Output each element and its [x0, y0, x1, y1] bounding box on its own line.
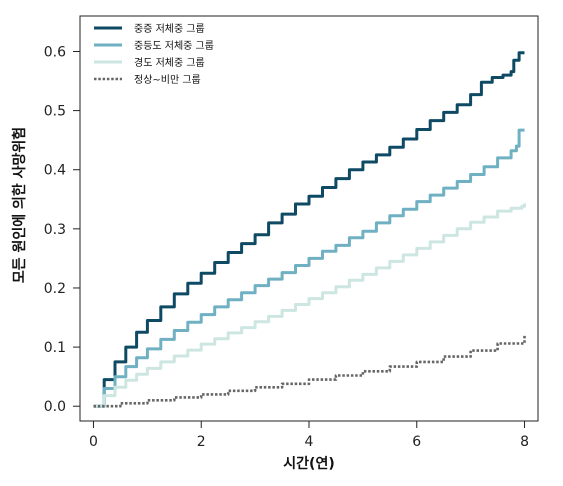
legend-label-4: 정상~비만 그룹 — [134, 74, 201, 86]
series-layer — [93, 51, 526, 408]
y-tick-label: 0.2 — [44, 281, 66, 297]
x-tick-label: 8 — [520, 434, 529, 450]
x-tick-label: 2 — [197, 434, 206, 450]
y-axis-title: 모든 원인에 의한 사망위험 — [11, 127, 28, 283]
legend-label-3: 경도 저체중 그룹 — [134, 56, 205, 69]
y-axis: 0.0 0.1 0.2 0.3 0.4 0.5 0.6 — [44, 44, 80, 415]
x-axis: 0 2 4 6 8 — [89, 421, 529, 450]
x-axis-title: 시간(연) — [283, 455, 334, 472]
series-line-1 — [93, 51, 525, 408]
x-tick-label: 4 — [305, 434, 314, 450]
y-tick-label: 0.3 — [44, 222, 66, 238]
y-tick-label: 0.6 — [44, 44, 66, 60]
series-line-2 — [93, 128, 525, 408]
y-tick-label: 0.5 — [44, 104, 66, 120]
series-line-4 — [93, 335, 526, 408]
legend-label-2: 중등도 저체중 그룹 — [134, 40, 214, 52]
series-line-3 — [93, 203, 526, 408]
x-tick-label: 0 — [89, 434, 98, 450]
y-tick-label: 0.0 — [44, 399, 66, 415]
x-tick-label: 6 — [412, 434, 421, 450]
legend-label-1: 중증 저체중 그룹 — [134, 23, 205, 35]
y-tick-label: 0.4 — [44, 163, 66, 179]
y-tick-label: 0.1 — [44, 340, 66, 356]
